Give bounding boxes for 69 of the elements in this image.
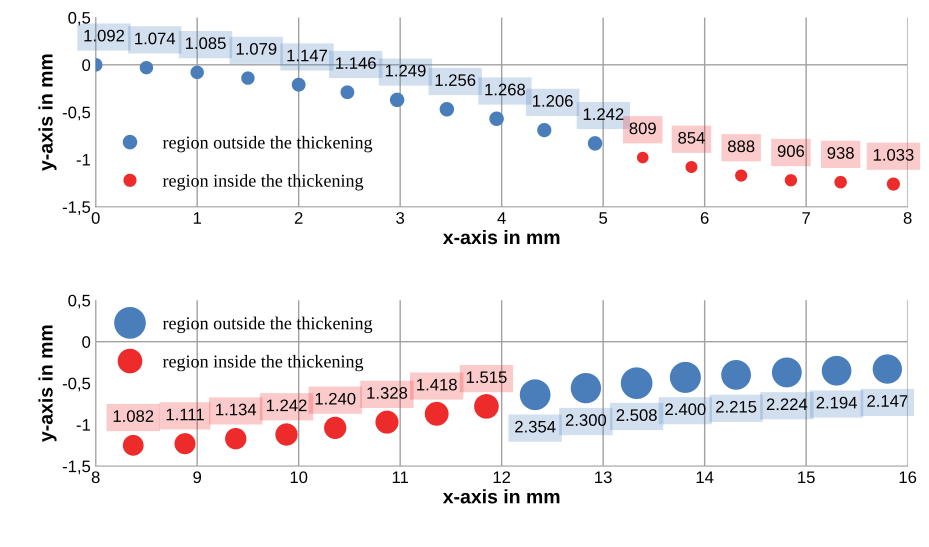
x-tick-label: 12: [494, 471, 510, 483]
x-tick-label: 4: [497, 212, 506, 224]
y-tick-label: 0,5: [68, 12, 90, 26]
x-axis-title: x-axis in mm: [442, 489, 560, 504]
data-label: 1.082: [114, 410, 154, 422]
x-tick-label: 13: [595, 471, 612, 484]
y-tick-label: 0,5: [68, 294, 90, 308]
x-tick-label: 3: [396, 212, 404, 224]
legend-label: region inside the thickening: [162, 354, 364, 372]
x-tick-label: 6: [700, 212, 709, 224]
x-tick-label: 1: [194, 212, 201, 224]
data-label: 2.224: [766, 398, 808, 410]
y-tick-label: -1: [76, 419, 90, 431]
data-label: 2.147: [867, 395, 908, 407]
x-tick-label: 7: [802, 212, 810, 224]
data-label: 1.074: [135, 32, 176, 44]
x-tick-label: 11: [392, 472, 408, 483]
data-label: 1.240: [316, 392, 356, 405]
y-tick-label: 0: [82, 336, 90, 348]
x-tick-label: 14: [696, 472, 714, 483]
data-label: 1.242: [266, 399, 307, 412]
data-label: 906: [778, 145, 804, 157]
data-label: 1.085: [186, 37, 226, 50]
data-label: 2.300: [566, 414, 606, 426]
y-tick-label: -1,5: [62, 201, 90, 215]
y-tick-label: -1,5: [62, 460, 90, 474]
data-label: 2.354: [515, 420, 556, 433]
legend-label: region inside the thickening: [162, 174, 364, 191]
data-label: 1.033: [874, 148, 914, 161]
x-tick-label: 15: [798, 472, 815, 484]
data-label: 1.418: [417, 378, 457, 391]
data-label: 1.268: [485, 84, 526, 96]
data-label: 1.092: [84, 30, 124, 42]
data-label: 1.079: [236, 42, 276, 55]
y-axis-title: y-axis in mm: [38, 54, 57, 171]
data-label: 1.111: [166, 408, 204, 420]
legend-label: region outside the thickening: [162, 136, 372, 152]
y-axis-title: y-axis in mm: [38, 325, 57, 442]
x-tick-label: 0: [92, 212, 100, 224]
x-tick-label: 2: [294, 212, 302, 224]
legend-label: region outside the thickening: [162, 316, 372, 334]
data-label: 2.508: [616, 409, 657, 421]
data-label: 1.147: [287, 50, 328, 62]
y-tick-label: -0,5: [62, 106, 90, 120]
data-label: 809: [630, 122, 656, 134]
y-tick-label: -0,5: [62, 378, 90, 392]
data-label: 1.256: [436, 74, 476, 86]
data-label: 2.215: [716, 400, 756, 413]
x-tick-label: 8: [92, 471, 100, 484]
data-label: 1.206: [533, 95, 573, 107]
data-label: 1.249: [386, 64, 426, 77]
data-label: 854: [678, 132, 705, 144]
data-label: 938: [828, 147, 854, 159]
x-tick-label: 8: [904, 212, 912, 224]
x-tick-label: 9: [193, 471, 202, 484]
x-tick-label: 10: [290, 471, 308, 484]
x-tick-label: 5: [599, 212, 608, 224]
data-label: 1.146: [336, 57, 376, 69]
data-label: 2.400: [665, 403, 706, 416]
data-label: 1.515: [466, 371, 507, 384]
data-label: 1.328: [367, 387, 408, 399]
x-tick-label: 16: [900, 471, 916, 484]
x-axis-title: x-axis in mm: [442, 230, 560, 244]
data-label: 1.134: [216, 404, 256, 416]
y-tick-label: 0: [82, 59, 90, 72]
data-label: 1.242: [584, 108, 624, 120]
data-label: 2.194: [816, 396, 857, 409]
data-label: 888: [728, 140, 754, 152]
y-tick-label: -1: [76, 154, 90, 166]
